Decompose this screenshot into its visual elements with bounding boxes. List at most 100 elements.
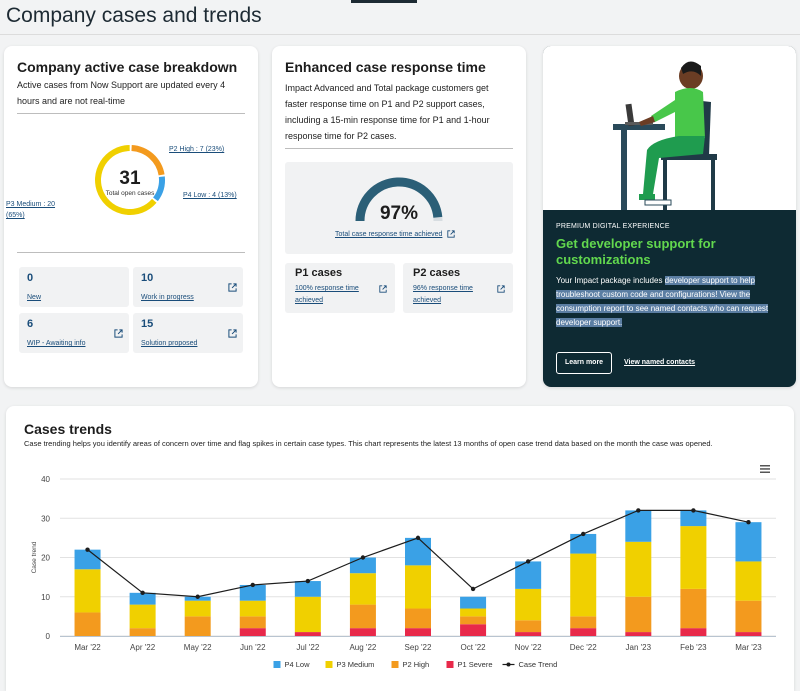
view-named-contacts-link[interactable]: View named contacts [624, 359, 696, 366]
response-title: Enhanced case response time [285, 59, 486, 75]
legend-swatch-p4-low[interactable] [273, 661, 281, 668]
bar-p3-medium[interactable] [405, 565, 431, 609]
bar-p3-medium[interactable] [735, 561, 762, 601]
bar-p4-low[interactable] [239, 584, 266, 601]
bar-p1-severe[interactable] [239, 628, 266, 636]
bar-p4-low[interactable] [129, 592, 156, 605]
case-trend-point[interactable] [85, 547, 90, 552]
stat-solution-label[interactable]: Solution proposed [141, 340, 198, 347]
bar-p3-medium[interactable] [74, 569, 101, 613]
p2-link[interactable]: 96% response time achieved [413, 285, 473, 304]
bar-p4-low[interactable] [625, 510, 652, 542]
bar-p4-low[interactable] [735, 522, 762, 562]
bar-p2-high[interactable] [680, 588, 707, 629]
bar-p4-low[interactable] [74, 549, 101, 570]
bar-p4-low[interactable] [680, 510, 707, 527]
bar-p3-medium[interactable] [460, 608, 487, 617]
bar-p2-high[interactable] [129, 628, 156, 636]
legend-label-p3-medium[interactable]: P3 Medium [337, 660, 375, 669]
bar-p2-high[interactable] [735, 600, 762, 633]
legend-label-p4-low[interactable]: P4 Low [285, 660, 311, 669]
bar-p4-low[interactable] [294, 581, 321, 597]
legend-swatch-p1-severe[interactable] [446, 661, 454, 668]
case-trend-point[interactable] [746, 519, 751, 525]
stat-solution-proposed[interactable]: 15 Solution proposed [133, 313, 243, 353]
bar-p3-medium[interactable] [294, 596, 321, 633]
case-trend-point[interactable] [470, 586, 476, 592]
case-trend-point[interactable] [360, 555, 366, 560]
legend-swatch-p3-medium[interactable] [325, 661, 333, 668]
bar-p3-medium[interactable] [349, 573, 376, 605]
bar-p1-severe[interactable] [405, 628, 431, 636]
bar-p2-high[interactable] [74, 612, 101, 636]
bar-p1-severe[interactable] [625, 632, 652, 636]
donut-segment-p3-medium[interactable] [95, 145, 157, 215]
bar-p1-severe[interactable] [460, 624, 487, 636]
active-case-breakdown-card: Company active case breakdown Active cas… [4, 46, 258, 387]
bar-p3-medium[interactable] [129, 604, 156, 629]
bar-p3-medium[interactable] [184, 600, 211, 617]
bar-p1-severe[interactable] [515, 632, 542, 636]
external-link-icon[interactable] [228, 283, 237, 292]
bar-p1-severe[interactable] [680, 628, 707, 636]
donut-segment-p2-high[interactable] [131, 145, 165, 176]
legend-swatch-p2-high[interactable] [391, 661, 399, 668]
legend-label-p1-severe[interactable]: P1 Severe [458, 660, 493, 669]
donut-label-p4-low[interactable]: P4 Low : 4 (13%) [183, 192, 237, 199]
donut-segment-p4-low[interactable] [153, 176, 165, 202]
stat-new[interactable]: 0 New [19, 267, 129, 307]
bar-p4-low[interactable] [405, 537, 431, 566]
bar-p1-severe[interactable] [349, 628, 376, 636]
case-trend-point[interactable] [525, 559, 531, 564]
hamburger-menu-icon[interactable] [760, 465, 770, 473]
external-link-icon[interactable] [497, 285, 505, 293]
case-trend-point[interactable] [305, 578, 311, 584]
case-trend-point[interactable] [636, 508, 641, 513]
stat-wip-awaiting-info[interactable]: 6 WIP - Awaiting info [19, 313, 129, 353]
legend-label-case-trend[interactable]: Case Trend [519, 660, 558, 669]
external-link-icon[interactable] [447, 230, 455, 238]
external-link-icon[interactable] [114, 329, 123, 338]
bar-p1-severe[interactable] [294, 632, 321, 636]
case-trend-point[interactable] [415, 535, 421, 541]
learn-more-button[interactable]: Learn more [556, 352, 612, 374]
bar-p3-medium[interactable] [680, 526, 707, 589]
bar-p2-high[interactable] [460, 616, 487, 625]
external-link-icon[interactable] [379, 285, 387, 293]
stat-wip-label[interactable]: Work in progress [141, 294, 194, 301]
total-response-link[interactable]: Total case response time achieved [335, 230, 443, 238]
bar-p2-high[interactable] [515, 620, 542, 633]
external-link-icon[interactable] [228, 329, 237, 338]
bar-p2-high[interactable] [570, 616, 597, 629]
case-trend-point[interactable] [140, 590, 145, 596]
legend-label-p2-high[interactable]: P2 High [403, 660, 430, 669]
x-tick-label: Aug '22 [349, 643, 376, 652]
donut-label-p3-medium[interactable]: P3 Medium : 20 (65%) [6, 201, 56, 219]
gauge-link-wrap[interactable]: Total case response time achieved [335, 230, 455, 238]
bar-p3-medium[interactable] [239, 600, 266, 617]
bar-p2-high[interactable] [239, 616, 266, 629]
bar-p3-medium[interactable] [625, 541, 652, 597]
bar-p2-high[interactable] [405, 608, 431, 629]
donut-label-p2-high[interactable]: P2 High : 7 (23%) [169, 146, 225, 153]
bar-p4-low[interactable] [460, 596, 487, 609]
bar-p2-high[interactable] [625, 596, 652, 633]
bar-p2-high[interactable] [349, 604, 376, 629]
x-tick-label: Feb '23 [680, 643, 707, 652]
bar-p4-low[interactable] [349, 557, 376, 574]
case-trend-point[interactable] [581, 531, 586, 537]
bar-p3-medium[interactable] [570, 553, 597, 617]
bar-p1-severe[interactable] [735, 632, 762, 636]
stat-new-label[interactable]: New [27, 294, 42, 301]
bar-p3-medium[interactable] [515, 588, 542, 621]
stat-awaiting-label[interactable]: WIP - Awaiting info [27, 340, 86, 347]
bar-p4-low[interactable] [570, 533, 597, 554]
p1-link[interactable]: 100% response time achieved [295, 285, 359, 304]
bar-p1-severe[interactable] [570, 628, 597, 636]
bar-p2-high[interactable] [184, 616, 211, 636]
y-tick-label: 40 [41, 475, 50, 484]
stat-work-in-progress[interactable]: 10 Work in progress [133, 267, 243, 307]
case-trend-point[interactable] [250, 582, 255, 588]
case-trend-point[interactable] [691, 508, 696, 513]
case-trend-point[interactable] [195, 594, 200, 599]
